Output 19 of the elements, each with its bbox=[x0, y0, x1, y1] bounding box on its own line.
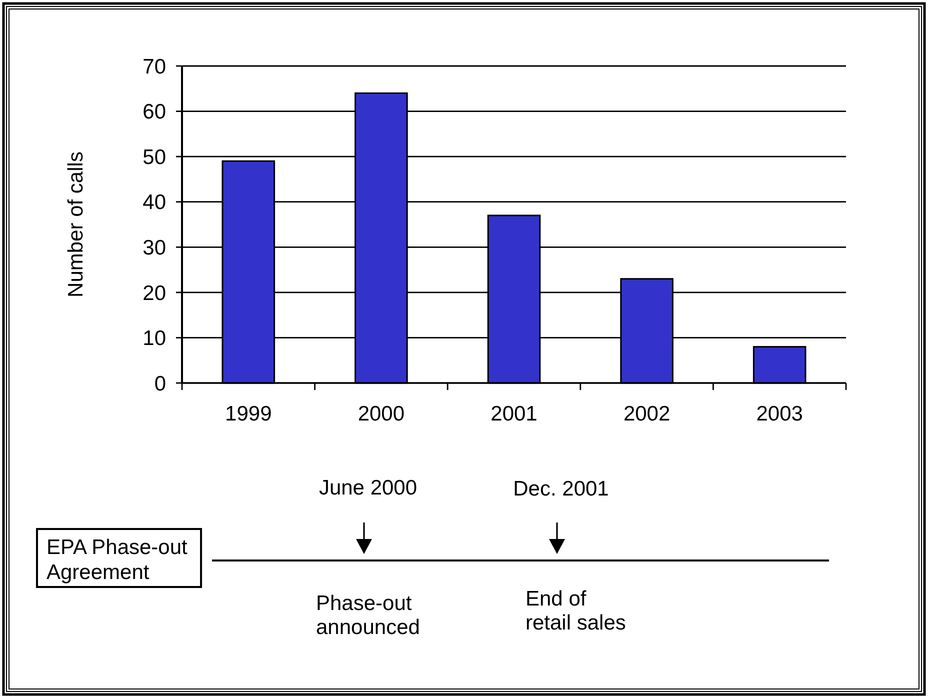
x-tick-label: 1999 bbox=[225, 402, 272, 426]
x-tick-label: 2001 bbox=[490, 402, 538, 426]
x-tick-label: 2000 bbox=[358, 402, 405, 426]
text: EPA Phase-out Agreement bbox=[46, 536, 188, 584]
y-tick-label: 20 bbox=[142, 282, 166, 305]
text: Dec. 2001 bbox=[513, 478, 609, 500]
y-tick-label: 0 bbox=[154, 372, 166, 396]
y-tick-label: 40 bbox=[142, 191, 166, 214]
y-tick-label: 30 bbox=[142, 236, 166, 260]
y-tick-label: 70 bbox=[142, 55, 166, 78]
y-axis-title: Number of calls bbox=[64, 152, 88, 298]
x-tick-label: 2003 bbox=[756, 402, 803, 426]
text: June 2000 bbox=[318, 476, 418, 500]
x-tick-label: 2002 bbox=[623, 402, 670, 426]
y-tick-label: 60 bbox=[142, 100, 166, 124]
y-tick-label: 10 bbox=[142, 327, 166, 350]
text: Phase-out announced bbox=[316, 592, 420, 639]
y-tick-label: 50 bbox=[142, 146, 166, 169]
text: End of retail sales bbox=[526, 588, 626, 634]
